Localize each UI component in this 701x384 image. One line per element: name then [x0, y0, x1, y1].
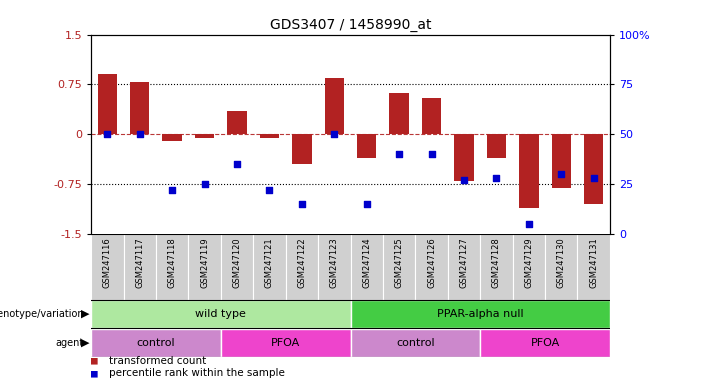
Point: [134, 131, 145, 137]
Bar: [195, 134, 215, 138]
Bar: [253, 234, 286, 300]
Text: GSM247130: GSM247130: [557, 237, 566, 288]
Text: GSM247125: GSM247125: [395, 237, 404, 288]
Text: GSM247127: GSM247127: [459, 237, 468, 288]
Point: [167, 187, 178, 194]
Point: [556, 171, 567, 177]
Point: [458, 177, 470, 184]
Bar: [189, 234, 221, 300]
Text: GSM247124: GSM247124: [362, 237, 372, 288]
Text: wild type: wild type: [196, 309, 246, 319]
Text: GSM247131: GSM247131: [589, 237, 598, 288]
Point: [199, 181, 210, 187]
Bar: [584, 134, 604, 204]
Bar: [130, 83, 149, 134]
Bar: [480, 329, 610, 356]
Bar: [486, 134, 506, 158]
Text: agent: agent: [56, 338, 84, 348]
Point: [523, 221, 534, 227]
Bar: [383, 234, 415, 300]
Bar: [221, 234, 253, 300]
Bar: [390, 93, 409, 134]
Bar: [350, 300, 610, 328]
Bar: [286, 234, 318, 300]
Text: GSM247120: GSM247120: [233, 237, 242, 288]
Point: [231, 161, 243, 167]
Bar: [350, 329, 480, 356]
Bar: [91, 300, 350, 328]
Text: GSM247116: GSM247116: [103, 237, 112, 288]
Text: transformed count: transformed count: [109, 356, 206, 366]
Text: GSM247122: GSM247122: [297, 237, 306, 288]
Bar: [156, 234, 189, 300]
Text: GSM247118: GSM247118: [168, 237, 177, 288]
Bar: [163, 134, 182, 141]
Bar: [552, 134, 571, 188]
Text: ■: ■: [91, 368, 98, 378]
Point: [393, 151, 404, 157]
Text: GSM247119: GSM247119: [200, 237, 209, 288]
Bar: [318, 234, 350, 300]
Point: [102, 131, 113, 137]
Bar: [512, 234, 545, 300]
Point: [297, 201, 308, 207]
Bar: [91, 234, 123, 300]
Text: control: control: [137, 338, 175, 348]
Text: GSM247128: GSM247128: [492, 237, 501, 288]
Bar: [422, 98, 442, 134]
Text: ■: ■: [91, 356, 98, 366]
Title: GDS3407 / 1458990_at: GDS3407 / 1458990_at: [270, 18, 431, 32]
Point: [491, 175, 502, 181]
Text: ▶: ▶: [81, 338, 90, 348]
Bar: [325, 78, 344, 134]
Text: GSM247117: GSM247117: [135, 237, 144, 288]
Point: [329, 131, 340, 137]
Text: GSM247126: GSM247126: [427, 237, 436, 288]
Bar: [454, 134, 474, 181]
Bar: [97, 74, 117, 134]
Point: [588, 175, 599, 181]
Point: [264, 187, 275, 194]
Bar: [227, 111, 247, 134]
Text: GSM247129: GSM247129: [524, 237, 533, 288]
Text: PFOA: PFOA: [531, 338, 559, 348]
Bar: [221, 329, 350, 356]
Bar: [350, 234, 383, 300]
Bar: [545, 234, 578, 300]
Bar: [519, 134, 538, 208]
Text: PPAR-alpha null: PPAR-alpha null: [437, 309, 524, 319]
Bar: [578, 234, 610, 300]
Bar: [480, 234, 512, 300]
Point: [361, 201, 372, 207]
Bar: [260, 134, 279, 138]
Point: [426, 151, 437, 157]
Bar: [415, 234, 448, 300]
Text: GSM247123: GSM247123: [329, 237, 339, 288]
Bar: [91, 329, 221, 356]
Text: control: control: [396, 338, 435, 348]
Bar: [448, 234, 480, 300]
Bar: [292, 134, 311, 164]
Text: GSM247121: GSM247121: [265, 237, 274, 288]
Bar: [123, 234, 156, 300]
Text: percentile rank within the sample: percentile rank within the sample: [109, 368, 285, 378]
Text: PFOA: PFOA: [271, 338, 300, 348]
Text: genotype/variation: genotype/variation: [0, 309, 84, 319]
Bar: [357, 134, 376, 158]
Text: ▶: ▶: [81, 309, 90, 319]
